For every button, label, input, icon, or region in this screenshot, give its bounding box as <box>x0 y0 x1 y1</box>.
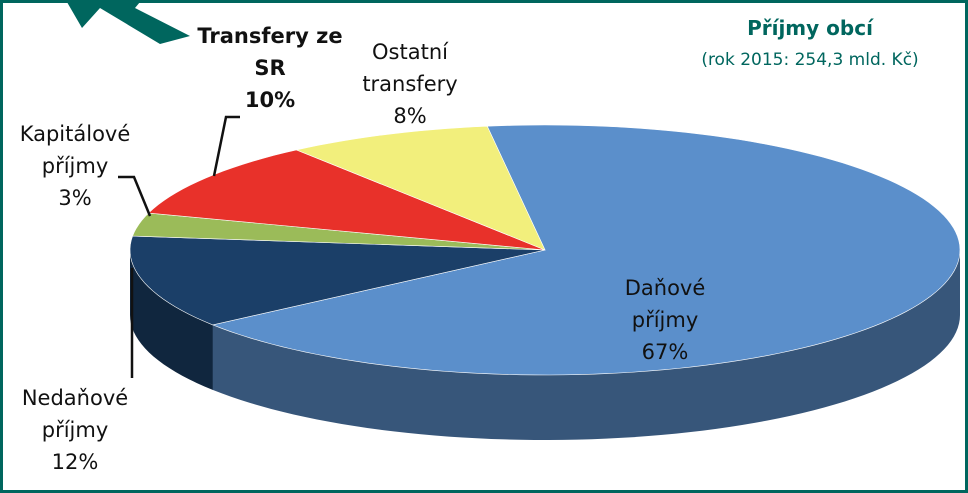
arrow <box>65 0 190 44</box>
category-label: Nedaňové příjmy <box>21 386 129 442</box>
value-label: 12% <box>51 450 99 474</box>
slice-label: Nedaňové příjmy 12% <box>0 382 150 478</box>
slice-side <box>130 250 213 390</box>
slice <box>147 149 546 251</box>
category-label: Kapitálové příjmy <box>19 122 131 178</box>
value-label: 8% <box>393 104 427 128</box>
slice <box>295 125 546 251</box>
leader-line <box>118 175 152 217</box>
slice-label: Daňové příjmy 67% <box>590 272 740 368</box>
slice <box>132 212 546 251</box>
category-label: Ostatní transfery <box>362 40 458 96</box>
chart-subtitle: (rok 2015: 254,3 mld. Kč) <box>701 50 919 70</box>
category-label: Daňové příjmy <box>624 276 706 332</box>
slice <box>211 124 961 376</box>
slice-label: Ostatní transfery 8% <box>340 36 480 132</box>
chart-title: Příjmy obcí <box>747 16 873 40</box>
slice-label: Transfery ze SR 10% <box>195 20 345 116</box>
category-label: Transfery ze SR <box>197 24 343 80</box>
leader-line <box>212 115 240 177</box>
value-label: 10% <box>244 88 296 112</box>
slice-label: Kapitálové příjmy 3% <box>0 118 150 214</box>
value-label: 3% <box>58 186 92 210</box>
slice-side <box>212 250 961 440</box>
slice <box>129 235 546 326</box>
value-label: 67% <box>641 340 689 364</box>
